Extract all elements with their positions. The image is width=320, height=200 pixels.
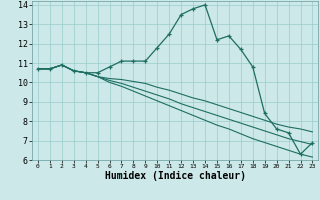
X-axis label: Humidex (Indice chaleur): Humidex (Indice chaleur) xyxy=(105,171,246,181)
